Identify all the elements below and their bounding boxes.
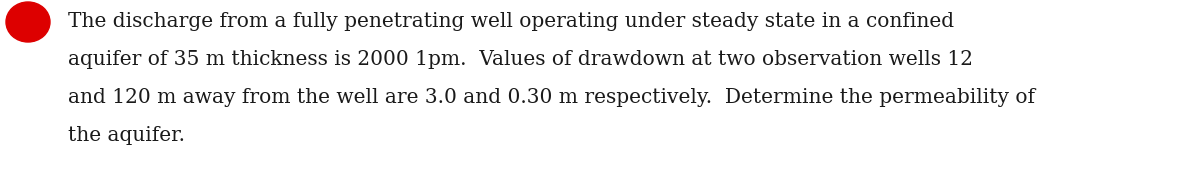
Text: the aquifer.: the aquifer. (68, 126, 185, 145)
Text: The discharge from a fully penetrating well operating under steady state in a co: The discharge from a fully penetrating w… (68, 12, 954, 31)
Text: aquifer of 35 m thickness is 2000 1pm.  Values of drawdown at two observation we: aquifer of 35 m thickness is 2000 1pm. V… (68, 50, 973, 69)
Text: and 120 m away from the well are 3.0 and 0.30 m respectively.  Determine the per: and 120 m away from the well are 3.0 and… (68, 88, 1034, 107)
Ellipse shape (6, 2, 50, 42)
